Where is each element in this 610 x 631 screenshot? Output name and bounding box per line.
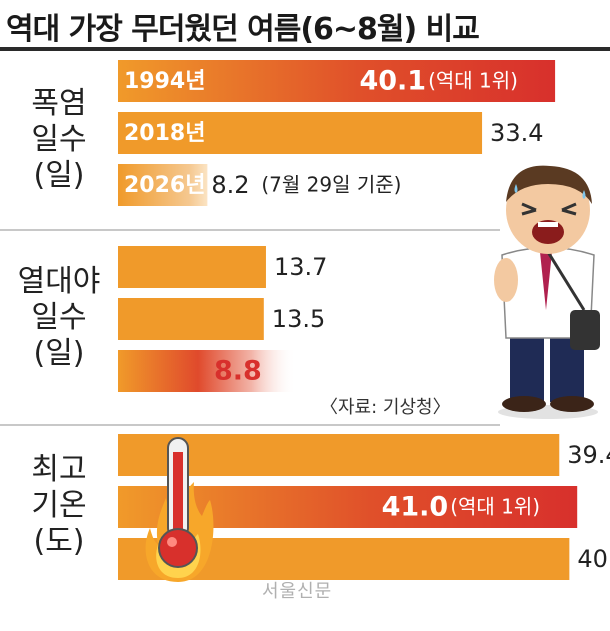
top-rule (0, 47, 610, 51)
group-label-tropical-night: 열대야 일수 (일) (0, 264, 118, 372)
group-label-line: 기온 (31, 488, 87, 523)
source-note: 〈자료: 기상청〉 (320, 397, 451, 418)
group-label-line: 폭염 (31, 86, 87, 121)
bar-category-label: 1994년 (124, 69, 205, 94)
group-label-line: 최고 (31, 452, 87, 487)
bar-value-label: 41.0 (382, 492, 449, 523)
chart-bar (118, 350, 296, 392)
chart-bar (118, 434, 560, 476)
group-label-line: 일수 (31, 122, 87, 157)
group-divider (0, 229, 500, 231)
chart-bar (118, 60, 556, 102)
group-label-line: 열대야 (17, 264, 101, 299)
chart-bar (118, 298, 264, 340)
bar-value-label: 8.2 (211, 171, 249, 199)
bar-note-label: (역대 1위) (450, 495, 540, 519)
bar-value-label: 13.7 (274, 253, 327, 281)
newspaper-credit: 서울신문 (262, 581, 333, 602)
group-label-line: (일) (33, 158, 85, 193)
bar-value-label: 40.1 (359, 66, 426, 97)
group-divider (0, 424, 500, 426)
chart-bar (118, 112, 483, 154)
chart-bar (118, 246, 266, 288)
group-label-line: (일) (33, 336, 85, 371)
bar-note-label: (역대 1위) (428, 69, 518, 93)
bar-category-label: 2026년 (124, 173, 205, 198)
chart-bar (118, 164, 208, 206)
thermometer-flame-icon (145, 437, 214, 582)
bar-value-label: 40.3 (577, 545, 610, 573)
bar-category-label: 2018년 (124, 121, 205, 146)
bar-value-label: 13.5 (272, 305, 325, 333)
group-label-heatwave: 폭염 일수 (일) (0, 86, 118, 194)
bar-note-label: (7월 29일 기준) (261, 173, 401, 197)
bar-value-label: 39.4 (567, 441, 610, 469)
group-label-max-temp: 최고 기온 (도) (0, 452, 118, 560)
bar-value-label: 33.4 (490, 119, 543, 147)
page-title: 역대 가장 무더웠던 여름(6~8월) 비교 (6, 12, 480, 47)
sweating-man-icon (494, 165, 600, 419)
group-label-line: 일수 (31, 300, 87, 335)
bar-value-label: 8.8 (214, 356, 262, 387)
group-label-line: (도) (33, 524, 85, 559)
